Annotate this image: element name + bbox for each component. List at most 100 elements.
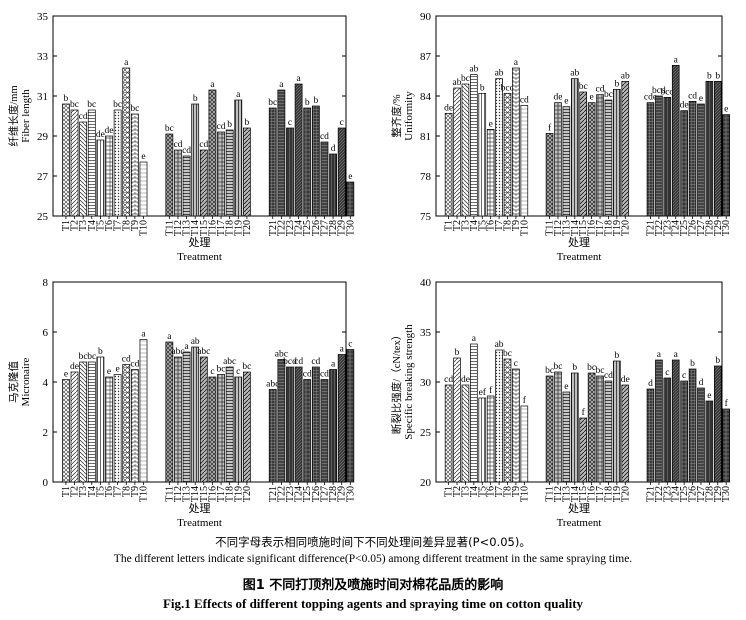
- bar-T7: [495, 349, 503, 483]
- x-tick-label: T14: [570, 486, 581, 502]
- significance-letter: bc: [87, 352, 96, 362]
- x-tick-label: T5: [95, 486, 106, 497]
- bar-T1: [62, 103, 70, 217]
- x-tick-label: T30: [345, 486, 356, 502]
- significance-letter: c: [348, 340, 352, 350]
- bar-T9: [130, 369, 139, 483]
- bar-T28: [705, 400, 714, 483]
- significance-letter: a: [674, 55, 679, 65]
- y-axis-title-chinese: 马克隆值: [7, 361, 20, 403]
- significance-letter: e: [116, 365, 120, 375]
- significance-letter: bcd: [652, 86, 666, 96]
- plot-frame: [52, 15, 347, 217]
- x-tick-label: T8: [503, 220, 514, 231]
- significance-letter: d: [699, 378, 704, 388]
- x-tick-label: T25: [679, 220, 690, 236]
- bar-T5: [96, 356, 105, 483]
- x-tick-label: T7: [494, 220, 505, 231]
- significance-letter: e: [141, 152, 145, 162]
- bar-T8: [503, 92, 512, 217]
- y-tick-label: 35: [37, 11, 49, 23]
- x-tick-label: T3: [78, 486, 89, 497]
- x-tick-label: T23: [285, 220, 296, 236]
- bar-T11: [165, 133, 174, 217]
- significance-letter: bc: [503, 349, 512, 359]
- x-axis-title-english: Treatment: [557, 517, 602, 529]
- bar-T19: [613, 360, 621, 483]
- significance-letter: e: [590, 93, 594, 103]
- x-tick-label: T18: [603, 220, 614, 236]
- x-tick-label: T12: [553, 486, 564, 502]
- significance-letter: de: [680, 101, 689, 111]
- significance-letter: cd: [130, 360, 139, 370]
- significance-letter: bc: [545, 366, 554, 376]
- x-tick-label: T15: [199, 220, 210, 236]
- bar-T10: [520, 405, 529, 483]
- bar-T25: [303, 107, 312, 217]
- x-tick-label: T14: [570, 220, 581, 236]
- significance-letter: f: [489, 385, 493, 396]
- significance-letter: de: [105, 126, 114, 136]
- bar-T20: [243, 371, 251, 483]
- x-tick-label: T28: [704, 220, 715, 236]
- y-tick-label: 84: [420, 91, 432, 103]
- significance-letter: cd: [320, 370, 329, 380]
- significance-letter: abc: [275, 350, 288, 360]
- bar-T7: [113, 109, 122, 217]
- significance-letter: e: [564, 97, 568, 107]
- x-tick-label: T23: [662, 486, 673, 502]
- x-tick-label: T12: [553, 220, 564, 236]
- significance-letter: bcd: [283, 357, 297, 367]
- chart-panel-C: 0 2 4 6 8 e T1 de T2 bc T3 bc T4 b T5 e T6 e T7 cd T8 cd T9 a T1…: [7, 277, 356, 529]
- bar-T21: [268, 389, 277, 483]
- x-tick-label: T27: [319, 486, 330, 502]
- x-tick-label: T17: [595, 220, 606, 236]
- bar-T10: [520, 104, 529, 217]
- significance-letter: bc: [217, 365, 226, 375]
- x-tick-label: T30: [721, 220, 732, 236]
- bar-T16: [208, 376, 217, 483]
- x-tick-label: T30: [345, 220, 356, 236]
- x-tick-label: T21: [646, 220, 657, 236]
- x-tick-label: T8: [121, 220, 132, 231]
- significance-letter: de: [621, 375, 630, 385]
- x-tick-label: T17: [216, 220, 227, 236]
- bar-T11: [545, 132, 554, 217]
- significance-letter: bc: [79, 352, 88, 362]
- significance-letter: ab: [495, 340, 504, 350]
- bar-T7: [495, 78, 503, 217]
- x-tick-label: T24: [294, 486, 305, 502]
- x-tick-label: T19: [233, 486, 244, 502]
- bar-T15: [579, 417, 588, 483]
- bar-T6: [486, 128, 495, 217]
- significance-letter: b: [64, 94, 69, 104]
- x-tick-label: T13: [561, 486, 572, 502]
- significance-letter: bc: [461, 74, 470, 84]
- bar-T2: [453, 87, 461, 217]
- x-tick-label: T23: [285, 486, 296, 502]
- y-tick-label: 75: [420, 211, 432, 223]
- bar-T17: [596, 94, 604, 217]
- x-tick-label: T8: [503, 486, 514, 497]
- bar-T12: [554, 102, 562, 217]
- chart-panel-A: 252729313335bT1bcT2cdT3bcT4deT5deT6bcT7a…: [7, 11, 356, 263]
- significance-letter: b: [715, 356, 720, 366]
- bar-T2: [453, 357, 461, 483]
- x-axis-title-english: Treatment: [177, 251, 222, 263]
- x-tick-label: T30: [721, 486, 732, 502]
- significance-letter: cd: [182, 146, 191, 156]
- x-tick-label: T26: [688, 220, 699, 236]
- x-tick-label: T27: [696, 486, 707, 502]
- significance-letter: c: [682, 371, 686, 381]
- bar-T3: [461, 83, 470, 217]
- significance-letter: abc: [266, 380, 279, 390]
- bar-T23: [286, 127, 294, 217]
- x-tick-label: T19: [233, 220, 244, 236]
- bar-T17: [596, 375, 604, 483]
- y-tick-label: 4: [43, 377, 49, 389]
- x-tick-label: T18: [225, 486, 236, 502]
- bar-T10: [139, 339, 148, 483]
- x-tick-label: T26: [311, 486, 322, 502]
- x-tick-label: T11: [164, 220, 175, 236]
- significance-letter: b: [313, 96, 318, 106]
